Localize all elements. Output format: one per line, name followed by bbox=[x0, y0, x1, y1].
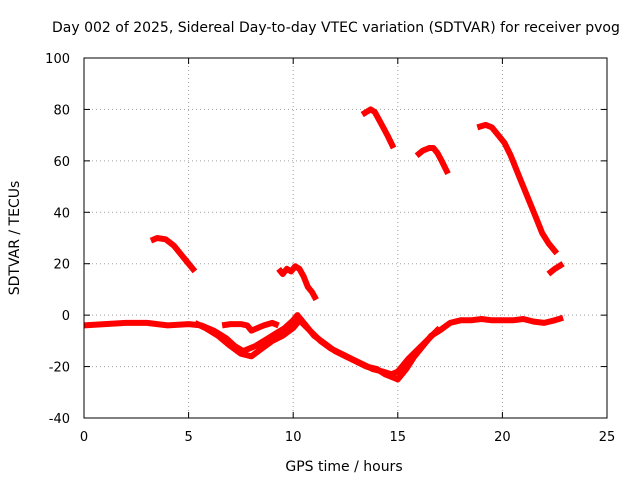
series-line-baseline-b bbox=[193, 317, 442, 378]
x-tick-label: 10 bbox=[285, 430, 302, 445]
grid bbox=[84, 58, 607, 418]
y-tick-label: -40 bbox=[49, 412, 70, 427]
x-tick-label: 5 bbox=[184, 430, 192, 445]
series-line-segment-22.2-22.9 bbox=[546, 261, 565, 277]
x-tick-label: 25 bbox=[599, 430, 616, 445]
series-line-segment-15.9-17.4 bbox=[414, 145, 451, 176]
y-tick-label: -20 bbox=[49, 361, 70, 376]
y-axis-label: SDTVAR / TECUs bbox=[7, 181, 23, 296]
series-group bbox=[83, 106, 565, 383]
plot-frame bbox=[83, 57, 608, 419]
series-line-segment-18.8-22.6 bbox=[476, 121, 560, 256]
y-tick-label: 40 bbox=[53, 206, 70, 221]
series-line-segment-6.5-9.3 bbox=[221, 319, 280, 334]
y-tick-label: 0 bbox=[62, 309, 70, 324]
series-line-segment-3.2-5.3 bbox=[149, 235, 198, 274]
x-tick-label: 0 bbox=[80, 430, 88, 445]
series-line-baseline-a bbox=[83, 312, 564, 383]
series-line-segment-13.3-14.8 bbox=[360, 106, 397, 150]
tick-labels: 0 5 10 15 20 25 -40 -20 0 20 40 60 80 100 bbox=[45, 52, 615, 445]
series-line-segment-9.3-11.1 bbox=[276, 263, 319, 302]
x-tick-label: 20 bbox=[494, 430, 511, 445]
y-tick-label: 60 bbox=[53, 155, 70, 170]
y-tick-label: 80 bbox=[53, 103, 70, 118]
chart-title: Day 002 of 2025, Sidereal Day-to-day VTE… bbox=[52, 20, 620, 36]
x-tick-label: 15 bbox=[390, 430, 407, 445]
x-axis-label: GPS time / hours bbox=[285, 459, 402, 475]
y-tick-label: 100 bbox=[45, 52, 70, 67]
y-tick-label: 20 bbox=[53, 258, 70, 273]
